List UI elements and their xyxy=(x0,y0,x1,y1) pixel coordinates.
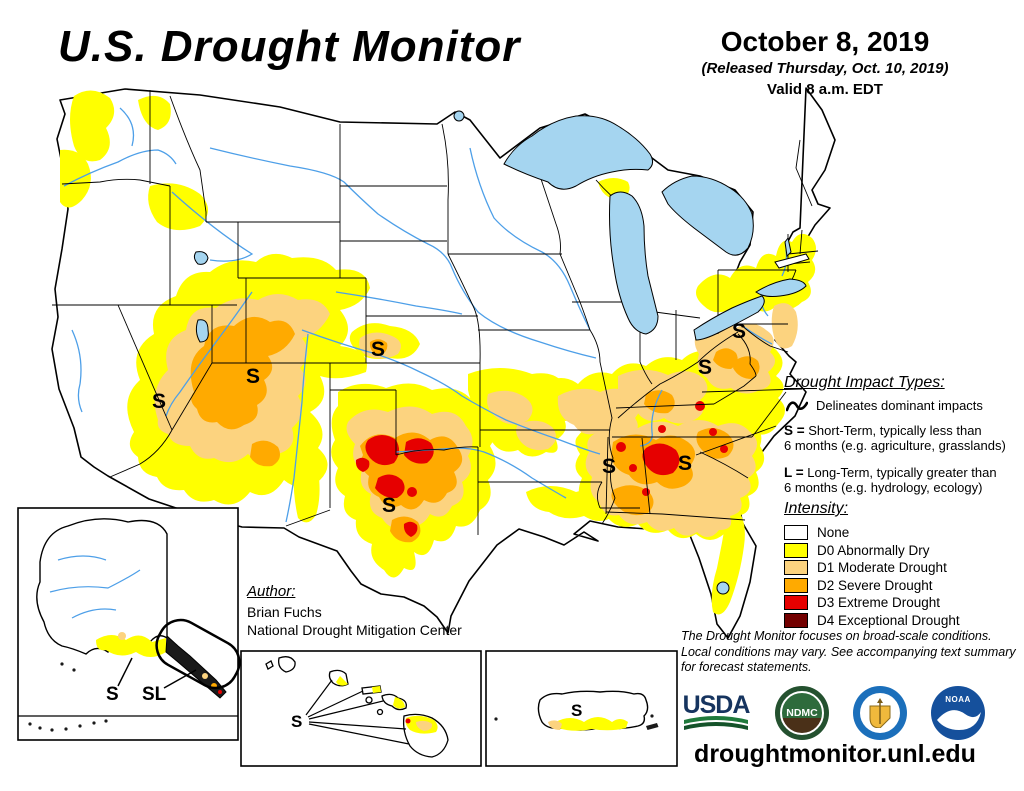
svg-text:S: S xyxy=(106,684,119,705)
culebra-island xyxy=(650,714,654,718)
svg-text:S: S xyxy=(371,338,385,361)
hawaii-inset: S xyxy=(240,650,482,767)
author-org: National Drought Mitigation Center xyxy=(247,622,462,638)
state-borders xyxy=(52,90,819,535)
date-block: October 8, 2019 (Released Thursday, Oct.… xyxy=(660,26,990,98)
svg-text:S: S xyxy=(698,356,712,379)
disclaimer-text: The Drought Monitor focuses on broad-sca… xyxy=(681,629,1016,674)
noaa-gull-icon xyxy=(937,710,981,730)
impact-types-legend: Drought Impact Types: Delineates dominan… xyxy=(784,374,1022,507)
lake-ontario xyxy=(755,278,807,297)
alaska-rivers xyxy=(49,555,141,619)
swatch-none xyxy=(784,525,808,541)
swatch-d2 xyxy=(784,577,808,593)
legend-item-d0: D0 Abnormally Dry xyxy=(784,542,1022,560)
alaska-inset: S SL xyxy=(17,507,241,741)
legend-item-d1: D1 Moderate Drought xyxy=(784,559,1022,577)
lanai xyxy=(365,696,373,704)
legend-item-d3: D3 Extreme Drought xyxy=(784,594,1022,612)
kahoolawe xyxy=(376,708,384,716)
svg-text:S: S xyxy=(291,712,302,731)
swatch-d0 xyxy=(784,542,808,558)
kauai xyxy=(278,656,296,673)
ndmc-logo: NDMC xyxy=(775,686,829,740)
valid-time: Valid 8 a.m. EDT xyxy=(767,81,883,98)
released-date: (Released Thursday, Oct. 10, 2019) xyxy=(701,60,949,77)
website-url: droughtmonitor.unl.edu xyxy=(694,740,976,768)
usda-swoosh-icon xyxy=(684,716,748,730)
alaska-d1-spot xyxy=(118,632,126,640)
svg-text:S: S xyxy=(602,455,616,478)
long-term-entry: L = Long-Term, typically greater than 6 … xyxy=(784,465,997,495)
svg-text:S: S xyxy=(678,452,692,475)
legend-item-none: None xyxy=(784,524,1022,542)
vieques-island xyxy=(646,723,659,730)
impact-markers-puerto-rico: S xyxy=(571,701,582,720)
great-salt-lake xyxy=(195,319,209,343)
lake-michigan xyxy=(609,191,659,335)
delineation-squiggle-icon xyxy=(786,400,808,411)
hawaii-leader-lines xyxy=(305,679,410,745)
delineates-label: Delineates dominant impacts xyxy=(816,398,983,413)
legend-item-d2: D2 Severe Drought xyxy=(784,577,1022,595)
map-date: October 8, 2019 xyxy=(720,26,930,57)
niihau xyxy=(265,660,274,670)
alaska-panhandle xyxy=(165,634,227,699)
svg-text:S: S xyxy=(246,365,260,388)
commerce-logo xyxy=(853,686,907,740)
author-block: Author: Brian Fuchs National Drought Mit… xyxy=(247,583,487,639)
usda-logo: USDA xyxy=(681,693,751,732)
swatch-d4 xyxy=(784,612,808,628)
svg-text:S: S xyxy=(152,390,166,413)
legend-item-d4: D4 Exceptional Drought xyxy=(784,612,1022,630)
swatch-d1 xyxy=(784,560,808,576)
svg-text:S: S xyxy=(732,320,746,343)
svg-text:S: S xyxy=(382,494,396,517)
lake-of-the-woods xyxy=(453,110,465,122)
lakes xyxy=(193,110,807,595)
lake-champlain xyxy=(784,236,792,258)
intensity-legend-title: Intensity: xyxy=(784,500,849,517)
alaska-outline xyxy=(36,518,168,655)
author-name: Brian Fuchs xyxy=(247,604,322,620)
long-island xyxy=(774,253,810,269)
noaa-logo: NOAA xyxy=(931,686,985,740)
drought-d3-areas xyxy=(355,401,728,537)
alaska-leader-lines xyxy=(117,657,197,689)
lake-okeechobee xyxy=(716,581,730,595)
puerto-rico-inset: S xyxy=(485,650,678,767)
commerce-shield-icon xyxy=(869,698,891,728)
swatch-d3 xyxy=(784,595,808,611)
agency-logos: USDA NDMC NOAA xyxy=(681,686,1021,740)
author-title: Author: xyxy=(247,583,296,600)
page-title: U.S. Drought Monitor xyxy=(58,22,521,71)
impact-markers-alaska: S SL xyxy=(106,684,167,705)
lake-superior xyxy=(503,115,654,190)
impact-markers-hawaii: S xyxy=(291,712,302,731)
short-term-entry: S = Short-Term, typically less than 6 mo… xyxy=(784,423,1006,453)
rivers xyxy=(63,107,788,523)
snake-plain-lake xyxy=(193,251,209,265)
lake-huron xyxy=(661,175,754,256)
intensity-legend: Intensity: None D0 Abnormally Dry D1 Mod… xyxy=(784,500,1022,629)
mona-island xyxy=(494,717,498,721)
svg-text:SL: SL xyxy=(142,684,167,705)
svg-text:S: S xyxy=(571,701,582,720)
alaska-d0 xyxy=(96,635,166,657)
impact-legend-title: Drought Impact Types: xyxy=(784,374,945,391)
aleutian-islands xyxy=(28,662,108,732)
lake-erie xyxy=(693,295,765,341)
